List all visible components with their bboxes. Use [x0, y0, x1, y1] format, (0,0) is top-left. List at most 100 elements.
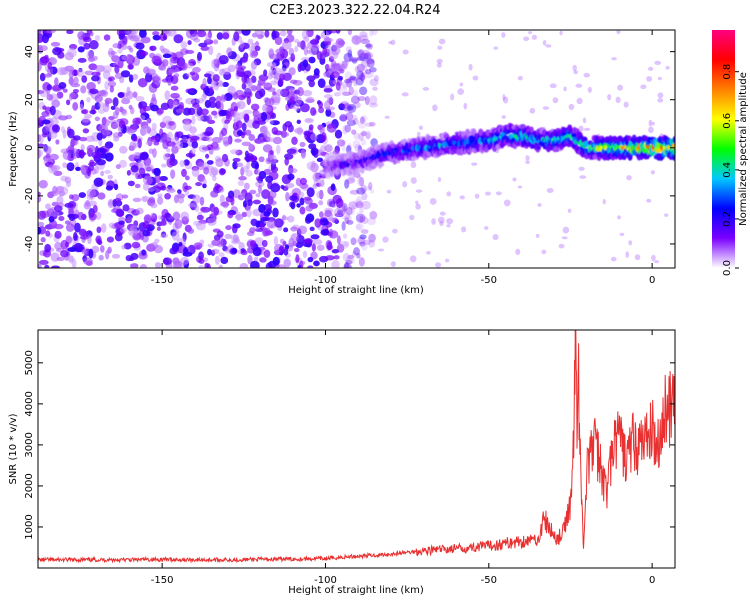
spectrogram-noise-blob	[348, 86, 354, 96]
spectrogram-noise-blob	[244, 129, 252, 136]
spectrogram-noise-blob	[82, 128, 90, 134]
spectrogram-noise-blob	[336, 139, 346, 147]
spectrogram-noise-blob	[318, 101, 323, 109]
spectrogram-noise-blob	[247, 199, 253, 207]
spectrogram-noise-blob	[296, 119, 301, 124]
spectrogram-ridge-blob	[592, 154, 598, 160]
spectrogram-noise-blob	[360, 138, 367, 146]
spectrogram-noise-blob	[295, 241, 304, 248]
colorbar: 0.0 0.2 0.4 0.6 0.8 Normalized spectral ampl…	[712, 30, 749, 276]
spectrogram-noise-blob	[137, 174, 143, 180]
spectrogram-noise-blob	[119, 145, 128, 154]
spectrogram-noise-blob	[158, 220, 167, 227]
spectrogram-noise-blob	[183, 185, 192, 190]
spectrogram-noise-blob	[343, 262, 350, 268]
spectrogram-noise-blob	[231, 239, 241, 245]
spectrogram-noise-blob	[267, 200, 277, 206]
spectrogram-noise-blob	[146, 69, 157, 76]
spectrogram-noise-blob	[179, 257, 190, 265]
spectrogram-noise-blob	[115, 164, 121, 170]
spectrogram-noise-blob	[437, 177, 442, 183]
spectrogram-noise-blob	[81, 75, 88, 83]
spectrogram-noise-blob	[432, 104, 438, 112]
spectrogram-y-tick-label: -40	[24, 236, 35, 252]
spectrogram-noise-blob	[203, 131, 213, 137]
spectrogram-noise-blob	[648, 119, 653, 127]
spectrogram-noise-blob	[640, 84, 647, 90]
spectrogram-noise-blob	[416, 131, 421, 137]
spectrogram-noise-blob	[347, 254, 355, 260]
spectrogram-noise-blob	[296, 191, 305, 199]
spectrogram-noise-blob	[457, 88, 465, 95]
spectrogram-noise-blob	[321, 132, 327, 142]
spectrogram-noise-blob	[143, 156, 152, 167]
spectrogram-noise-blob	[73, 231, 78, 241]
snr-x-ticks: -150 -100 -50 0	[151, 330, 655, 586]
spectrogram-noise-blob	[357, 176, 365, 187]
spectrogram-noise-blob	[38, 44, 43, 55]
spectrogram-noise-blob	[348, 57, 359, 62]
spectrogram-noise-blob	[296, 203, 301, 208]
spectrogram-noise-blob	[357, 236, 366, 245]
spectrogram-noise-blob	[525, 155, 530, 161]
spectrogram-noise-blob	[244, 150, 249, 158]
spectrogram-noise-blob	[360, 38, 370, 45]
spectrogram-noise-blob	[166, 131, 173, 142]
spectrogram-noise-blob	[623, 101, 629, 108]
spectrogram-noise-blob	[227, 85, 236, 96]
spectrogram-noise-blob	[362, 49, 370, 57]
spectrogram-noise-blob	[89, 40, 99, 50]
spectrogram-noise-blob	[537, 202, 542, 207]
spectrogram-noise-blob	[264, 30, 270, 38]
spectrogram-noise-blob	[192, 194, 201, 204]
spectrogram-noise-blob	[529, 107, 536, 114]
spectrogram-noise-blob	[54, 230, 62, 239]
snr-y-ticks: 1000 2000 3000 4000 5000	[24, 350, 675, 540]
spectrogram-noise-blob	[271, 30, 277, 41]
spectrogram-noise-blob	[198, 42, 208, 48]
spectrogram-noise-blob	[66, 99, 71, 106]
colorbar-tick-label: 0.8	[722, 64, 733, 80]
spectrogram-noise-blob	[41, 119, 51, 125]
spectrogram-noise-blob	[42, 144, 50, 153]
spectrogram-noise-blob	[72, 101, 79, 111]
spectrogram-noise-blob	[297, 63, 302, 73]
spectrogram-noise-blob	[130, 164, 139, 173]
spectrogram-noise-blob	[115, 208, 125, 218]
spectrogram-noise-blob	[185, 49, 195, 54]
spectrogram-noise-blob	[579, 175, 587, 179]
snr-x-tick-label: 0	[649, 575, 655, 586]
spectrogram-noise-blob	[38, 195, 42, 203]
spectrogram-noise-blob	[344, 179, 350, 187]
spectrogram-noise-blob	[339, 68, 345, 74]
spectrogram-noise-blob	[201, 93, 207, 102]
spectrogram-noise-blob	[607, 94, 612, 101]
spectrogram-noise-blob	[299, 177, 308, 186]
spectrogram-noise-blob	[352, 102, 361, 109]
spectrogram-noise-blob	[260, 217, 271, 222]
spectrogram-noise-blob	[303, 130, 311, 136]
spectrogram-noise-blob	[368, 121, 376, 127]
spectrogram-noise-blob	[153, 167, 161, 177]
spectrogram-noise-blob	[195, 221, 206, 231]
spectrogram-noise-blob	[132, 122, 137, 131]
spectrogram-noise-blob	[62, 88, 68, 93]
spectrogram-noise-blob	[197, 115, 204, 122]
spectrogram-noise-blob	[145, 140, 153, 146]
spectrogram-noise-blob	[166, 188, 176, 193]
spectrogram-noise-blob	[344, 124, 352, 133]
spectrogram-noise-blob	[165, 74, 174, 83]
spectrogram-noise-blob	[290, 233, 299, 242]
spectrogram-noise-blob	[72, 135, 81, 141]
spectrogram-noise-blob	[78, 151, 87, 156]
spectrogram-noise-blob	[281, 214, 286, 221]
spectrogram-noise-blob	[132, 136, 138, 142]
spectrogram-noise-blob	[120, 43, 128, 51]
spectrogram-noise-blob	[266, 61, 277, 68]
spectrogram-noise-blob	[173, 194, 179, 204]
spectrogram-noise-blob	[358, 257, 365, 267]
spectrogram-noise-blob	[65, 180, 72, 188]
spectrogram-noise-blob	[214, 255, 220, 265]
spectrogram-noise-blob	[616, 30, 621, 35]
spectrogram-noise-blob	[87, 167, 92, 177]
